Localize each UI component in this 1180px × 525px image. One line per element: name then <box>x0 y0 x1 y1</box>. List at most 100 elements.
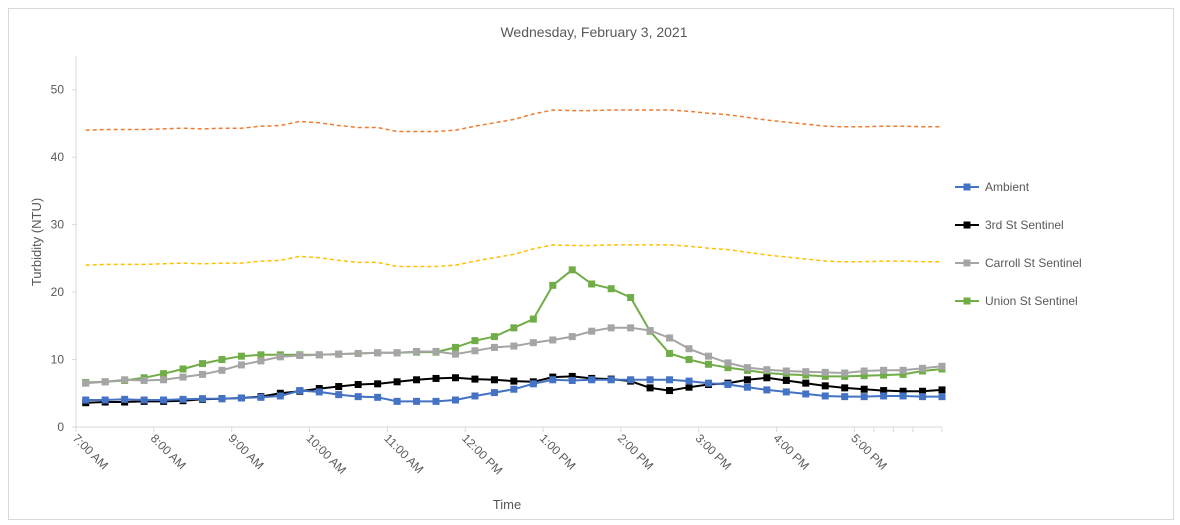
data-point <box>646 376 654 384</box>
data-point <box>919 393 927 401</box>
series-lower-limit <box>85 244 942 268</box>
data-point <box>471 347 479 355</box>
data-point <box>354 381 362 389</box>
y-axis-title: Turbidity (NTU) <box>29 198 44 286</box>
data-point <box>510 385 518 393</box>
x-tick-label: 7:00 AM <box>70 431 111 472</box>
data-point <box>82 379 90 387</box>
data-point <box>335 350 343 358</box>
data-point <box>685 383 693 391</box>
data-point <box>568 376 576 384</box>
data-point <box>549 376 557 384</box>
data-point <box>374 380 382 388</box>
data-point <box>471 337 479 345</box>
data-point <box>704 379 712 387</box>
data-point <box>919 387 927 395</box>
legend: Ambient 3rd St Sentinel Carroll St Sentine… <box>955 180 1082 308</box>
data-point <box>296 351 304 359</box>
data-point <box>841 393 849 401</box>
data-point <box>315 351 323 359</box>
data-point <box>685 345 693 353</box>
data-point <box>666 387 674 395</box>
data-point <box>237 361 245 369</box>
data-point <box>880 366 888 374</box>
data-point <box>724 381 732 389</box>
data-point <box>432 397 440 405</box>
data-point <box>627 376 635 384</box>
data-point <box>646 384 654 392</box>
x-tick-label: 5:00 PM <box>848 431 890 473</box>
data-point <box>802 368 810 376</box>
data-point <box>568 266 576 274</box>
data-point <box>490 343 498 351</box>
data-point <box>743 376 751 384</box>
legend-swatch-marker <box>963 259 971 267</box>
data-point <box>860 372 868 380</box>
legend-item: Union St Sentinel <box>955 294 1078 308</box>
data-point <box>315 388 323 396</box>
x-tick-label: 3:00 PM <box>693 431 735 473</box>
chart-title: Wednesday, February 3, 2021 <box>500 24 687 40</box>
data-point <box>666 334 674 342</box>
data-point <box>588 327 596 335</box>
data-point <box>743 364 751 372</box>
data-point <box>938 362 946 370</box>
data-point <box>588 376 596 384</box>
data-point <box>938 393 946 401</box>
legend-item: Carroll St Sentinel <box>955 256 1082 270</box>
data-point <box>393 397 401 405</box>
data-point <box>627 293 635 301</box>
data-point <box>179 365 187 373</box>
data-point <box>101 396 109 404</box>
series-upper-limit <box>85 109 942 133</box>
data-point <box>160 376 168 384</box>
x-tick-label: 9:00 AM <box>226 431 267 472</box>
data-point <box>529 339 537 347</box>
y-tick-label: 50 <box>51 83 65 97</box>
data-point <box>899 366 907 374</box>
data-point <box>899 392 907 400</box>
data-point <box>704 352 712 360</box>
data-point <box>257 351 265 359</box>
data-point <box>335 391 343 399</box>
data-point <box>704 360 712 368</box>
series-union-st-sentinel <box>82 266 946 386</box>
data-point <box>549 336 557 344</box>
data-point <box>451 374 459 382</box>
data-point <box>160 396 168 404</box>
x-tick-label: 8:00 AM <box>148 431 189 472</box>
data-point <box>257 357 265 365</box>
data-point <box>374 349 382 357</box>
data-point <box>899 387 907 395</box>
data-point <box>198 360 206 368</box>
x-tick-label: 10:00 AM <box>303 431 349 477</box>
data-point <box>510 377 518 385</box>
x-tick-label: 11:00 AM <box>381 431 426 476</box>
data-point <box>218 356 226 364</box>
data-point <box>860 393 868 401</box>
data-point <box>198 370 206 378</box>
data-point <box>880 371 888 379</box>
data-point <box>393 349 401 357</box>
legend-swatch-marker <box>963 221 971 229</box>
data-point <box>354 349 362 357</box>
data-point <box>607 376 615 384</box>
data-point <box>432 374 440 382</box>
data-point <box>218 395 226 403</box>
axes: 0 10 20 30 40 50 7:00 AM 8:00 AM 9:00 AM 10:00 AM… <box>51 56 943 477</box>
data-point <box>451 396 459 404</box>
data-point <box>471 392 479 400</box>
y-tick-label: 20 <box>51 285 65 299</box>
data-point <box>646 327 654 335</box>
data-point <box>529 315 537 323</box>
data-point <box>237 352 245 360</box>
data-point <box>451 350 459 358</box>
data-point <box>860 385 868 393</box>
legend-item: 3rd St Sentinel <box>955 218 1064 232</box>
legend-label: Carroll St Sentinel <box>985 256 1082 270</box>
data-point <box>140 396 148 404</box>
data-point <box>510 324 518 332</box>
data-point <box>860 367 868 375</box>
data-point <box>257 393 265 401</box>
data-point <box>841 369 849 377</box>
